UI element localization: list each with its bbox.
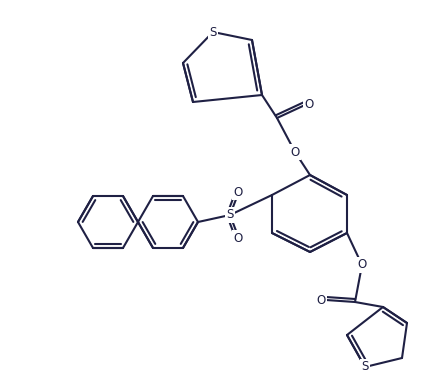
Text: O: O [316, 293, 326, 307]
Text: S: S [209, 25, 217, 39]
Text: O: O [233, 186, 243, 198]
Text: S: S [226, 209, 233, 222]
Text: S: S [361, 361, 369, 373]
Text: O: O [305, 99, 313, 112]
Text: O: O [290, 146, 299, 158]
Text: O: O [233, 231, 243, 245]
Text: O: O [357, 259, 367, 271]
